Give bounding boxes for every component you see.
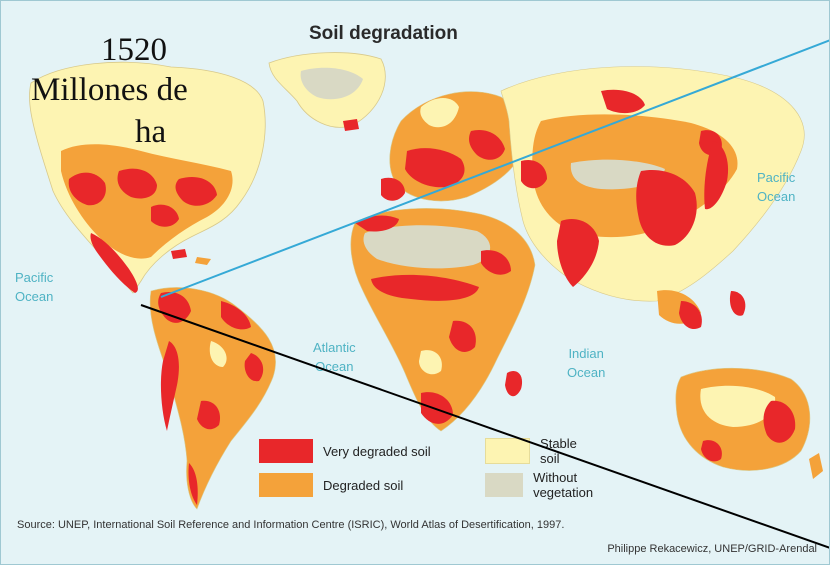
legend-item-degraded: Degraded soil xyxy=(259,473,403,497)
greenland xyxy=(268,52,386,128)
ocean-label-line: Ocean xyxy=(15,288,54,304)
ocean-label-atlantic: Atlantic Ocean xyxy=(313,339,356,377)
legend: Very degraded soil Degraded soil Stable … xyxy=(259,436,593,501)
australia xyxy=(675,367,811,471)
ocean-label-line: Pacific xyxy=(757,170,796,185)
legend-item-stable: Stable soil xyxy=(485,436,588,466)
source-note: Source: UNEP, International Soil Referen… xyxy=(17,519,565,531)
stat-value: 1520 xyxy=(101,32,167,68)
ocean-label-pacific-west: Pacific Ocean xyxy=(15,269,53,307)
legend-swatch xyxy=(485,473,524,497)
legend-swatch xyxy=(485,438,531,464)
legend-item-very-degraded: Very degraded soil xyxy=(259,439,431,463)
legend-label: Degraded soil xyxy=(323,477,404,493)
legend-swatch xyxy=(259,439,313,463)
legend-label: Without vegetation xyxy=(533,470,594,500)
map-title: Soil degradation xyxy=(309,23,458,44)
new-zealand xyxy=(809,453,823,479)
ocean-label-pacific-east: Pacific Ocean xyxy=(757,169,795,207)
ocean-label-indian: Indian Ocean xyxy=(567,345,605,383)
legend-label: Stable soil xyxy=(540,436,577,466)
ocean-label-line: Atlantic xyxy=(313,340,356,355)
ocean-label-line: Indian xyxy=(568,346,604,361)
ocean-label-line: Ocean xyxy=(567,364,606,380)
stat-unit-line1: Millones de xyxy=(31,72,188,108)
legend-label: Very degraded soil xyxy=(323,443,431,459)
africa xyxy=(350,208,536,432)
legend-swatch xyxy=(259,473,313,497)
legend-item-without-vegetation: Without vegetation xyxy=(485,470,609,500)
ocean-label-line: Ocean xyxy=(315,358,354,374)
ocean-label-line: Ocean xyxy=(757,188,796,204)
south-america xyxy=(149,287,276,510)
iceland xyxy=(343,119,359,131)
stat-unit-line2: ha xyxy=(135,114,167,150)
europe xyxy=(381,91,527,202)
credit-note: Philippe Rekacewicz, UNEP/GRID-Arendal xyxy=(607,543,817,555)
ocean-label-line: Pacific xyxy=(15,270,54,285)
